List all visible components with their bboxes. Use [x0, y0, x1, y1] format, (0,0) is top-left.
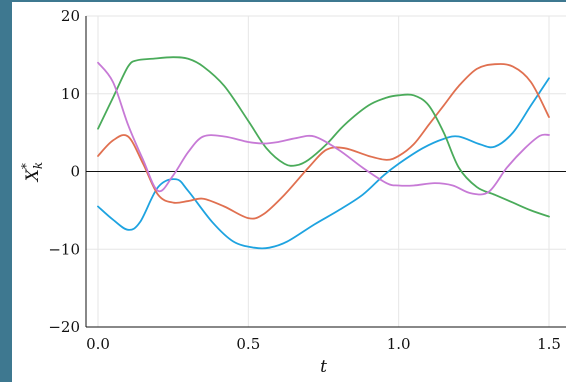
x-tick-label: 1.5 [537, 335, 561, 353]
line-chart: 0.0 0.5 1.0 1.5 −20 −10 0 10 20 t X*k [19, 7, 566, 377]
series-line-3 [97, 56, 550, 218]
x-axis-label: t [320, 357, 327, 377]
chart-figure: 0.0 0.5 1.0 1.5 −20 −10 0 10 20 t X*k [12, 2, 566, 382]
series-layer [97, 56, 550, 250]
y-tick-label: −10 [48, 240, 80, 258]
y-tick-label: −20 [48, 318, 80, 336]
x-tick-label: 0.5 [236, 335, 260, 353]
y-axis-label-subscript: k [31, 162, 45, 169]
tick-labels: 0.0 0.5 1.0 1.5 −20 −10 0 10 20 [48, 7, 561, 353]
series-line-2 [97, 63, 550, 220]
series-line-4 [97, 61, 550, 196]
y-tick-label: 10 [61, 85, 80, 103]
y-tick-label: 20 [61, 7, 80, 25]
x-tick-label: 0.0 [86, 335, 110, 353]
axes-frame [85, 16, 566, 328]
series-line-1 [97, 77, 550, 250]
x-tick-label: 1.0 [387, 335, 411, 353]
y-axis-label-main: X [23, 168, 43, 183]
y-axis-label-superscript: * [19, 163, 33, 169]
y-axis-label: X*k [19, 162, 45, 183]
y-tick-label: 0 [70, 163, 80, 181]
